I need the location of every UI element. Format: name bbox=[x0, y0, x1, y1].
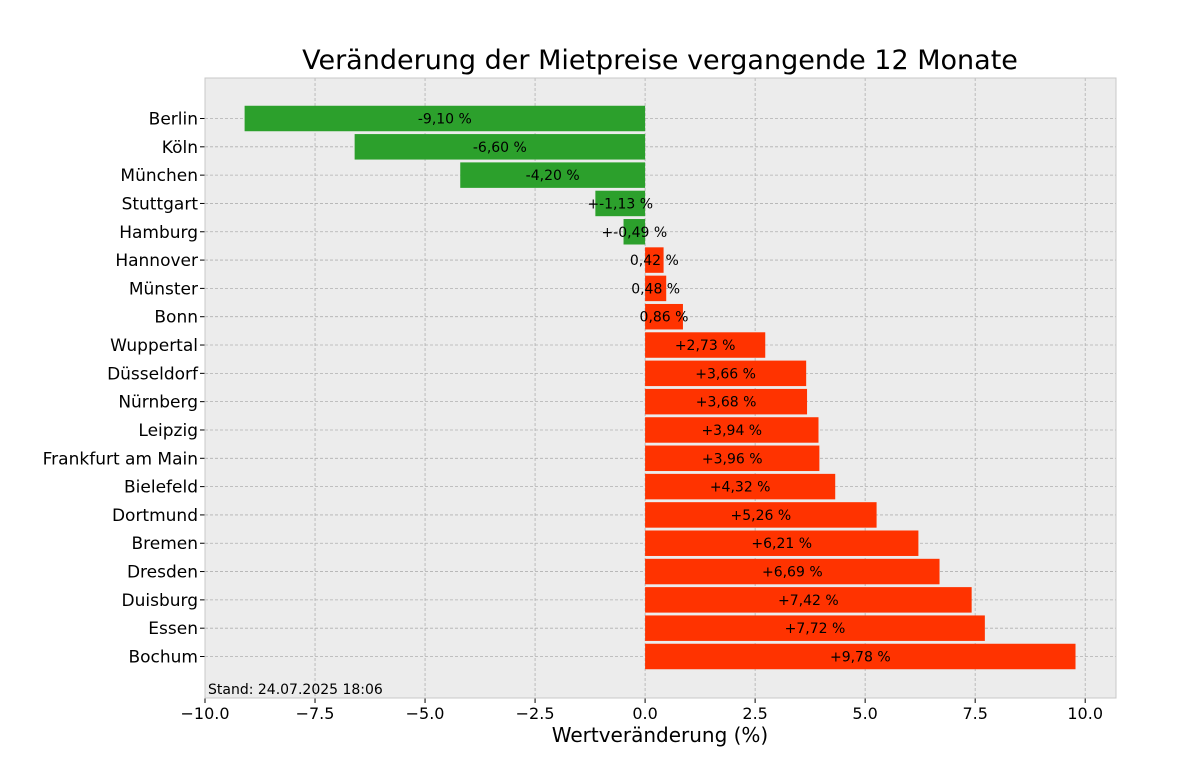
bar-value-label: -9,10 % bbox=[418, 112, 472, 128]
y-tick-label: Bielefeld bbox=[124, 478, 198, 498]
y-tick-label: Bochum bbox=[128, 648, 198, 668]
bar-value-label: +7,72 % bbox=[785, 621, 846, 637]
plot-frame bbox=[204, 77, 1117, 699]
x-tick-label: −5.0 bbox=[406, 704, 445, 723]
bar-value-label: +6,69 % bbox=[762, 565, 823, 581]
bar-value-label: +4,32 % bbox=[710, 480, 771, 496]
bar-value-label: +3,94 % bbox=[701, 423, 762, 439]
footnote-timestamp: Stand: 24.07.2025 18:06 bbox=[208, 682, 383, 698]
bar-value-label: 0,42 % bbox=[630, 253, 679, 269]
bar bbox=[645, 502, 877, 528]
y-tick-label: Nürnberg bbox=[118, 393, 198, 413]
chart-title: Veränderung der Mietpreise vergangende 1… bbox=[302, 45, 1018, 76]
y-tick-label: Dortmund bbox=[112, 506, 198, 526]
bar bbox=[645, 587, 972, 613]
x-tick-label: 0.0 bbox=[632, 704, 657, 723]
x-tick-label: −10.0 bbox=[180, 704, 229, 723]
bar bbox=[645, 275, 667, 302]
y-tick-label: Duisburg bbox=[122, 591, 199, 611]
y-tick-label: Wuppertal bbox=[110, 336, 198, 356]
bar bbox=[645, 417, 819, 443]
y-tick-label: Münster bbox=[129, 279, 198, 299]
bar-value-label: -6,60 % bbox=[473, 140, 527, 156]
bar-value-label: +3,66 % bbox=[695, 366, 756, 382]
bar-value-label: +3,96 % bbox=[702, 451, 763, 467]
bar-value-label: +5,26 % bbox=[731, 508, 792, 524]
bar bbox=[645, 558, 940, 585]
bar bbox=[354, 134, 646, 160]
bar-value-label: -4,20 % bbox=[526, 168, 580, 184]
y-tick-label: Essen bbox=[148, 619, 198, 639]
x-tick-label: −7.5 bbox=[296, 704, 335, 723]
bar bbox=[645, 643, 1076, 670]
y-tick-label: Stuttgart bbox=[122, 194, 199, 214]
bar-value-label: +9,78 % bbox=[830, 650, 891, 666]
bar-value-label: +-1,13 % bbox=[587, 196, 653, 212]
bar bbox=[645, 360, 807, 387]
bar-layer bbox=[244, 105, 1076, 670]
bar-value-label: +6,21 % bbox=[751, 536, 812, 552]
x-tick-label: 2.5 bbox=[742, 704, 767, 723]
y-tick-label: München bbox=[120, 166, 198, 186]
y-tick-label: Hamburg bbox=[119, 223, 198, 243]
x-axis-label: Wertveränderung (%) bbox=[552, 723, 769, 747]
y-tick-label: Berlin bbox=[149, 110, 198, 130]
bar bbox=[645, 473, 836, 500]
bar bbox=[244, 105, 646, 132]
bar-value-label: +7,42 % bbox=[778, 593, 839, 609]
bar-value-label: 0,48 % bbox=[631, 281, 680, 297]
y-tick-label: Hannover bbox=[115, 251, 198, 271]
bar bbox=[645, 615, 985, 641]
x-tick-label: 5.0 bbox=[852, 704, 877, 723]
y-tick-label: Köln bbox=[162, 138, 198, 158]
bar bbox=[645, 388, 808, 415]
bar bbox=[645, 247, 664, 273]
x-tick-label: −2.5 bbox=[516, 704, 555, 723]
y-tick-label: Düsseldorf bbox=[107, 364, 199, 384]
bar-value-label: +3,68 % bbox=[696, 395, 757, 411]
y-tick-label: Dresden bbox=[127, 563, 198, 583]
bar bbox=[460, 162, 646, 188]
y-tick-label: Leipzig bbox=[138, 421, 198, 441]
bar-label-layer: -9,10 %-6,60 % -4,20 % +-1,13 % +-0,49 % 0,4… bbox=[418, 112, 891, 666]
y-tick-label: Bremen bbox=[131, 534, 198, 554]
x-tick-layer: −10.0 −7.5 −5.0 −2.5 0.0 2.5 5.0 7.5 10.0 bbox=[180, 698, 1103, 723]
bar-value-label: +-0,49 % bbox=[601, 225, 667, 241]
bar bbox=[645, 332, 766, 358]
bar bbox=[595, 190, 646, 217]
bar bbox=[645, 303, 683, 330]
bar bbox=[645, 445, 820, 472]
x-tick-label: 7.5 bbox=[962, 704, 987, 723]
bar bbox=[645, 530, 919, 556]
bar-value-label: +2,73 % bbox=[675, 338, 736, 354]
y-tick-label: Frankfurt am Main bbox=[43, 449, 198, 469]
bar-value-label: 0,86 % bbox=[640, 310, 689, 326]
x-tick-label: 10.0 bbox=[1067, 704, 1103, 723]
y-tick-layer: Berlin Köln München Stuttgart Hamburg Hannove… bbox=[43, 110, 205, 668]
bar bbox=[623, 219, 646, 245]
y-tick-label: Bonn bbox=[154, 308, 198, 328]
